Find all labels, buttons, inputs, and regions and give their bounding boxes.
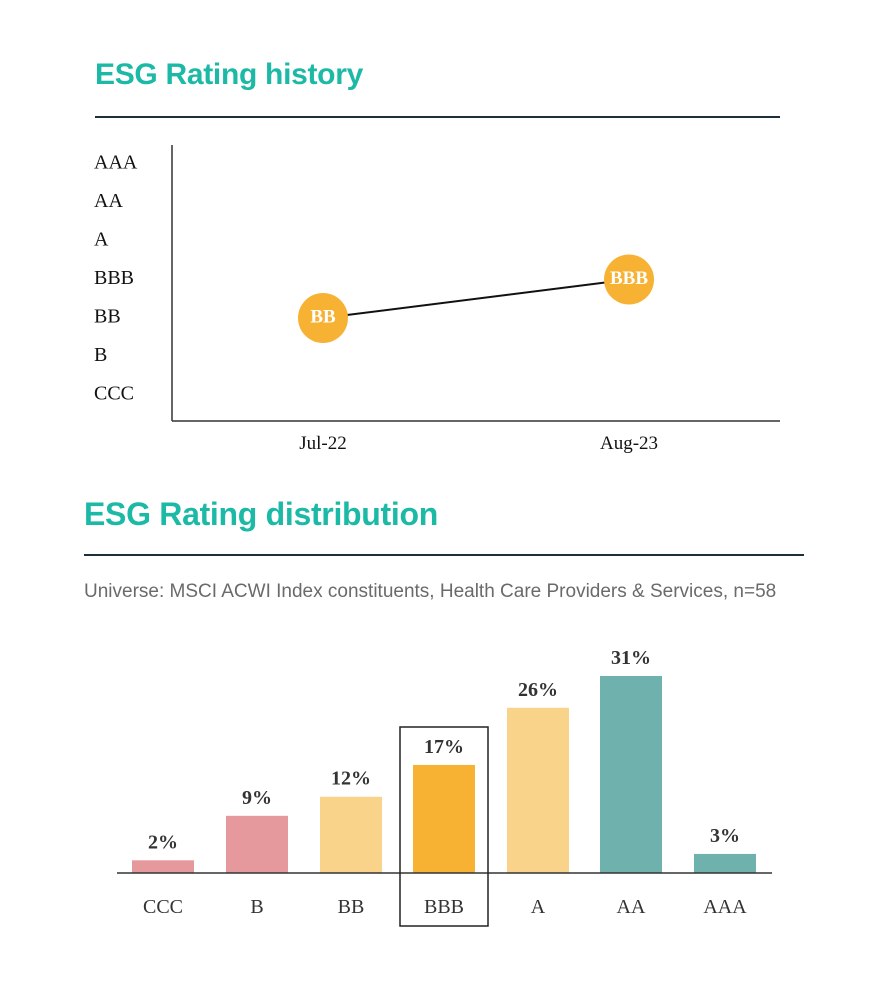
- x-tick-label-ccc: CCC: [143, 896, 183, 918]
- rating-marker-label-aug-23: BBB: [610, 268, 648, 289]
- rating-distribution-title: ESG Rating distribution: [84, 496, 438, 532]
- y-tick-label-a: A: [94, 229, 109, 251]
- bar-bbb: [413, 764, 475, 873]
- x-tick-label-bb: BB: [338, 896, 365, 918]
- x-tick-label-bbb: BBB: [424, 896, 464, 918]
- x-tick-label-b: B: [250, 896, 263, 918]
- bar-b: [226, 815, 288, 873]
- rating-marker-jul-22: [298, 293, 348, 343]
- data-label-b: 9%: [242, 787, 272, 809]
- bar-a: [507, 707, 569, 873]
- x-tick-label-jul-22: Jul-22: [299, 433, 347, 454]
- rating-marker-label-jul-22: BB: [310, 306, 336, 327]
- data-label-bb: 12%: [331, 768, 371, 790]
- data-label-bbb: 17%: [424, 736, 464, 758]
- bar-aa: [600, 676, 662, 873]
- y-tick-label-aaa: AAA: [94, 152, 138, 174]
- current-rating-highlight-box: [399, 726, 489, 927]
- x-tick-label-aaa: AAA: [703, 896, 747, 918]
- y-tick-label-bbb: BBB: [94, 267, 134, 289]
- y-tick-label-ccc: CCC: [94, 383, 134, 405]
- rating-history-divider: [95, 116, 780, 118]
- rating-history-title: ESG Rating history: [95, 58, 363, 91]
- y-tick-label-b: B: [94, 344, 107, 366]
- data-label-aaa: 3%: [710, 825, 740, 847]
- rating-trend-line: [322, 278, 630, 319]
- bar-ccc: [132, 860, 194, 873]
- rating-marker-aug-23: [604, 254, 654, 305]
- bar-aaa: [694, 853, 756, 873]
- y-tick-label-aa: AA: [94, 190, 123, 212]
- x-tick-label-aug-23: Aug-23: [600, 433, 658, 454]
- universe-subtitle: Universe: MSCI ACWI Index constituents, …: [84, 581, 777, 602]
- bar-bb: [320, 796, 382, 873]
- data-label-aa: 31%: [611, 647, 651, 669]
- rating-distribution-divider: [84, 554, 804, 556]
- x-tick-label-a: A: [531, 896, 546, 918]
- data-label-a: 26%: [518, 679, 558, 701]
- y-tick-label-bb: BB: [94, 306, 121, 328]
- x-tick-label-aa: AA: [617, 896, 646, 918]
- data-label-ccc: 2%: [148, 831, 178, 853]
